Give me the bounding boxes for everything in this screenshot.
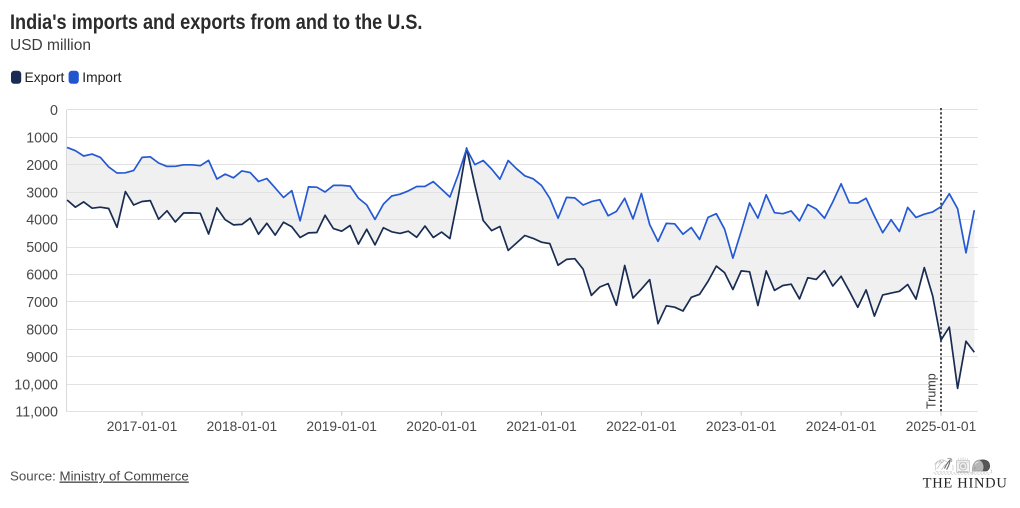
svg-text:1000: 1000	[26, 130, 58, 146]
svg-text:4000: 4000	[26, 213, 58, 229]
svg-text:Export: Export	[25, 70, 65, 85]
svg-text:India's imports and exports fr: India's imports and exports from and to …	[10, 11, 422, 35]
svg-text:9000: 9000	[26, 350, 58, 366]
svg-text:2000: 2000	[26, 158, 58, 174]
svg-text:8000: 8000	[26, 322, 58, 338]
svg-text:USD million: USD million	[10, 37, 91, 54]
svg-text:2019-01-01: 2019-01-01	[306, 419, 377, 434]
svg-text:2024-01-01: 2024-01-01	[806, 419, 877, 434]
svg-text:2018-01-01: 2018-01-01	[207, 419, 278, 434]
svg-text:5000: 5000	[26, 240, 58, 256]
svg-text:2023-01-01: 2023-01-01	[706, 419, 777, 434]
svg-text:2017-01-01: 2017-01-01	[107, 419, 178, 434]
svg-text:Import: Import	[82, 70, 121, 85]
svg-text:6000: 6000	[26, 268, 58, 284]
svg-text:2022-01-01: 2022-01-01	[606, 419, 677, 434]
svg-text:3000: 3000	[26, 185, 58, 201]
svg-text:Trump: Trump	[925, 373, 939, 409]
svg-text:THE HINDU: THE HINDU	[923, 476, 1008, 492]
svg-text:7000: 7000	[26, 295, 58, 311]
svg-text:Source: Ministry of Commerce: Source: Ministry of Commerce	[10, 469, 189, 484]
svg-text:11,000: 11,000	[15, 405, 58, 421]
svg-text:10,000: 10,000	[14, 377, 58, 393]
svg-text:2025-01-01: 2025-01-01	[906, 419, 977, 434]
svg-text:0: 0	[50, 103, 58, 119]
svg-text:2020-01-01: 2020-01-01	[406, 419, 477, 434]
svg-text:2021-01-01: 2021-01-01	[506, 419, 577, 434]
